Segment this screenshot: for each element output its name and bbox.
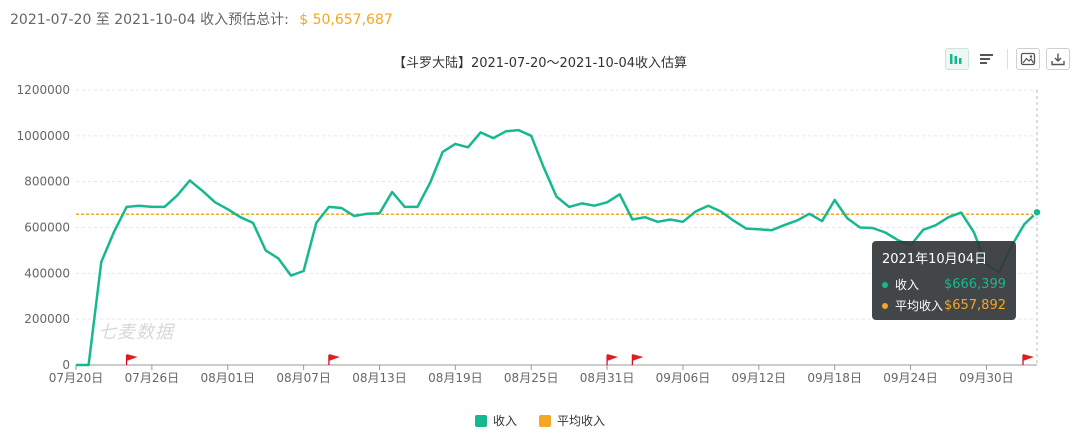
tooltip-date: 2021年10月04日 [882, 252, 988, 267]
legend-item-average[interactable]: 平均收入 [539, 412, 605, 429]
tooltip-row-revenue: 收入 $666,399 [882, 274, 1006, 295]
x-tick-label: 08月01日 [200, 371, 255, 385]
x-tick-label: 07月20日 [49, 371, 104, 385]
summary-range-label: 2021-07-20 至 2021-10-04 收入预估总计: [10, 12, 289, 28]
chart-toolbar [945, 48, 1070, 70]
tooltip-value-average: $657,892 [943, 298, 1006, 313]
x-tick-label: 08月07日 [276, 371, 331, 385]
download-icon[interactable] [1046, 48, 1070, 70]
watermark-logo: 七麦数据 [98, 322, 174, 343]
tooltip-value-revenue: $666,399 [943, 277, 1006, 292]
chart-tooltip: 2021年10月04日 收入 $666,399 平均收入 $657,892 [872, 241, 1016, 320]
x-tick-label: 09月06日 [656, 371, 711, 385]
tooltip-label-average: 平均收入 [895, 299, 944, 313]
y-tick-label: 0 [62, 358, 70, 372]
legend-swatch-revenue [474, 414, 487, 427]
bar-chart-icon[interactable] [945, 48, 969, 70]
chart-legend: 收入 平均收入 [0, 412, 1080, 429]
x-tick-label: 08月31日 [580, 371, 635, 385]
tooltip-dot-revenue [882, 281, 888, 288]
x-tick-label: 09月30日 [959, 371, 1014, 385]
toolbar-divider [1007, 49, 1008, 69]
x-tick-label: 07月26日 [125, 371, 180, 385]
x-tick-label: 09月24日 [883, 371, 938, 385]
x-tick-label: 09月12日 [732, 371, 787, 385]
red-flag-icon [328, 354, 340, 361]
x-tick-label: 08月19日 [428, 371, 483, 385]
red-flag-icon [1023, 354, 1034, 361]
x-tick-label: 09月18日 [807, 371, 862, 385]
legend-swatch-average [539, 414, 551, 427]
image-icon[interactable] [1016, 48, 1040, 70]
legend-item-revenue[interactable]: 收入 [474, 412, 517, 429]
legend-label-revenue: 收入 [492, 414, 517, 428]
list-icon[interactable] [975, 48, 999, 70]
revenue-summary: 2021-07-20 至 2021-10-04 收入预估总计: $ 50,657… [10, 9, 393, 29]
red-flag-icon [632, 354, 644, 361]
y-tick-label: 800000 [24, 175, 70, 189]
y-tick-label: 1200000 [17, 83, 70, 97]
tooltip-dot-average [882, 302, 888, 309]
y-tick-label: 400000 [24, 266, 70, 280]
summary-total: $ 50,657,687 [299, 12, 393, 28]
chart-title: 【斗罗大陆】2021-07-20～2021-10-04收入估算 [392, 56, 688, 71]
y-tick-label: 200000 [24, 312, 70, 326]
revenue-series-line [76, 128, 1038, 367]
legend-label-average: 平均收入 [557, 414, 606, 428]
x-tick-label: 08月13日 [352, 371, 407, 385]
y-tick-label: 1000000 [17, 129, 70, 143]
red-flag-icon [607, 354, 619, 361]
tooltip-label-revenue: 收入 [895, 278, 920, 292]
tooltip-row-average: 平均收入 $657,892 [882, 295, 1006, 316]
x-tick-label: 08月25日 [504, 371, 559, 385]
y-tick-label: 600000 [24, 221, 70, 235]
red-flag-icon [126, 354, 138, 361]
revenue-point-highlight [1032, 207, 1042, 218]
